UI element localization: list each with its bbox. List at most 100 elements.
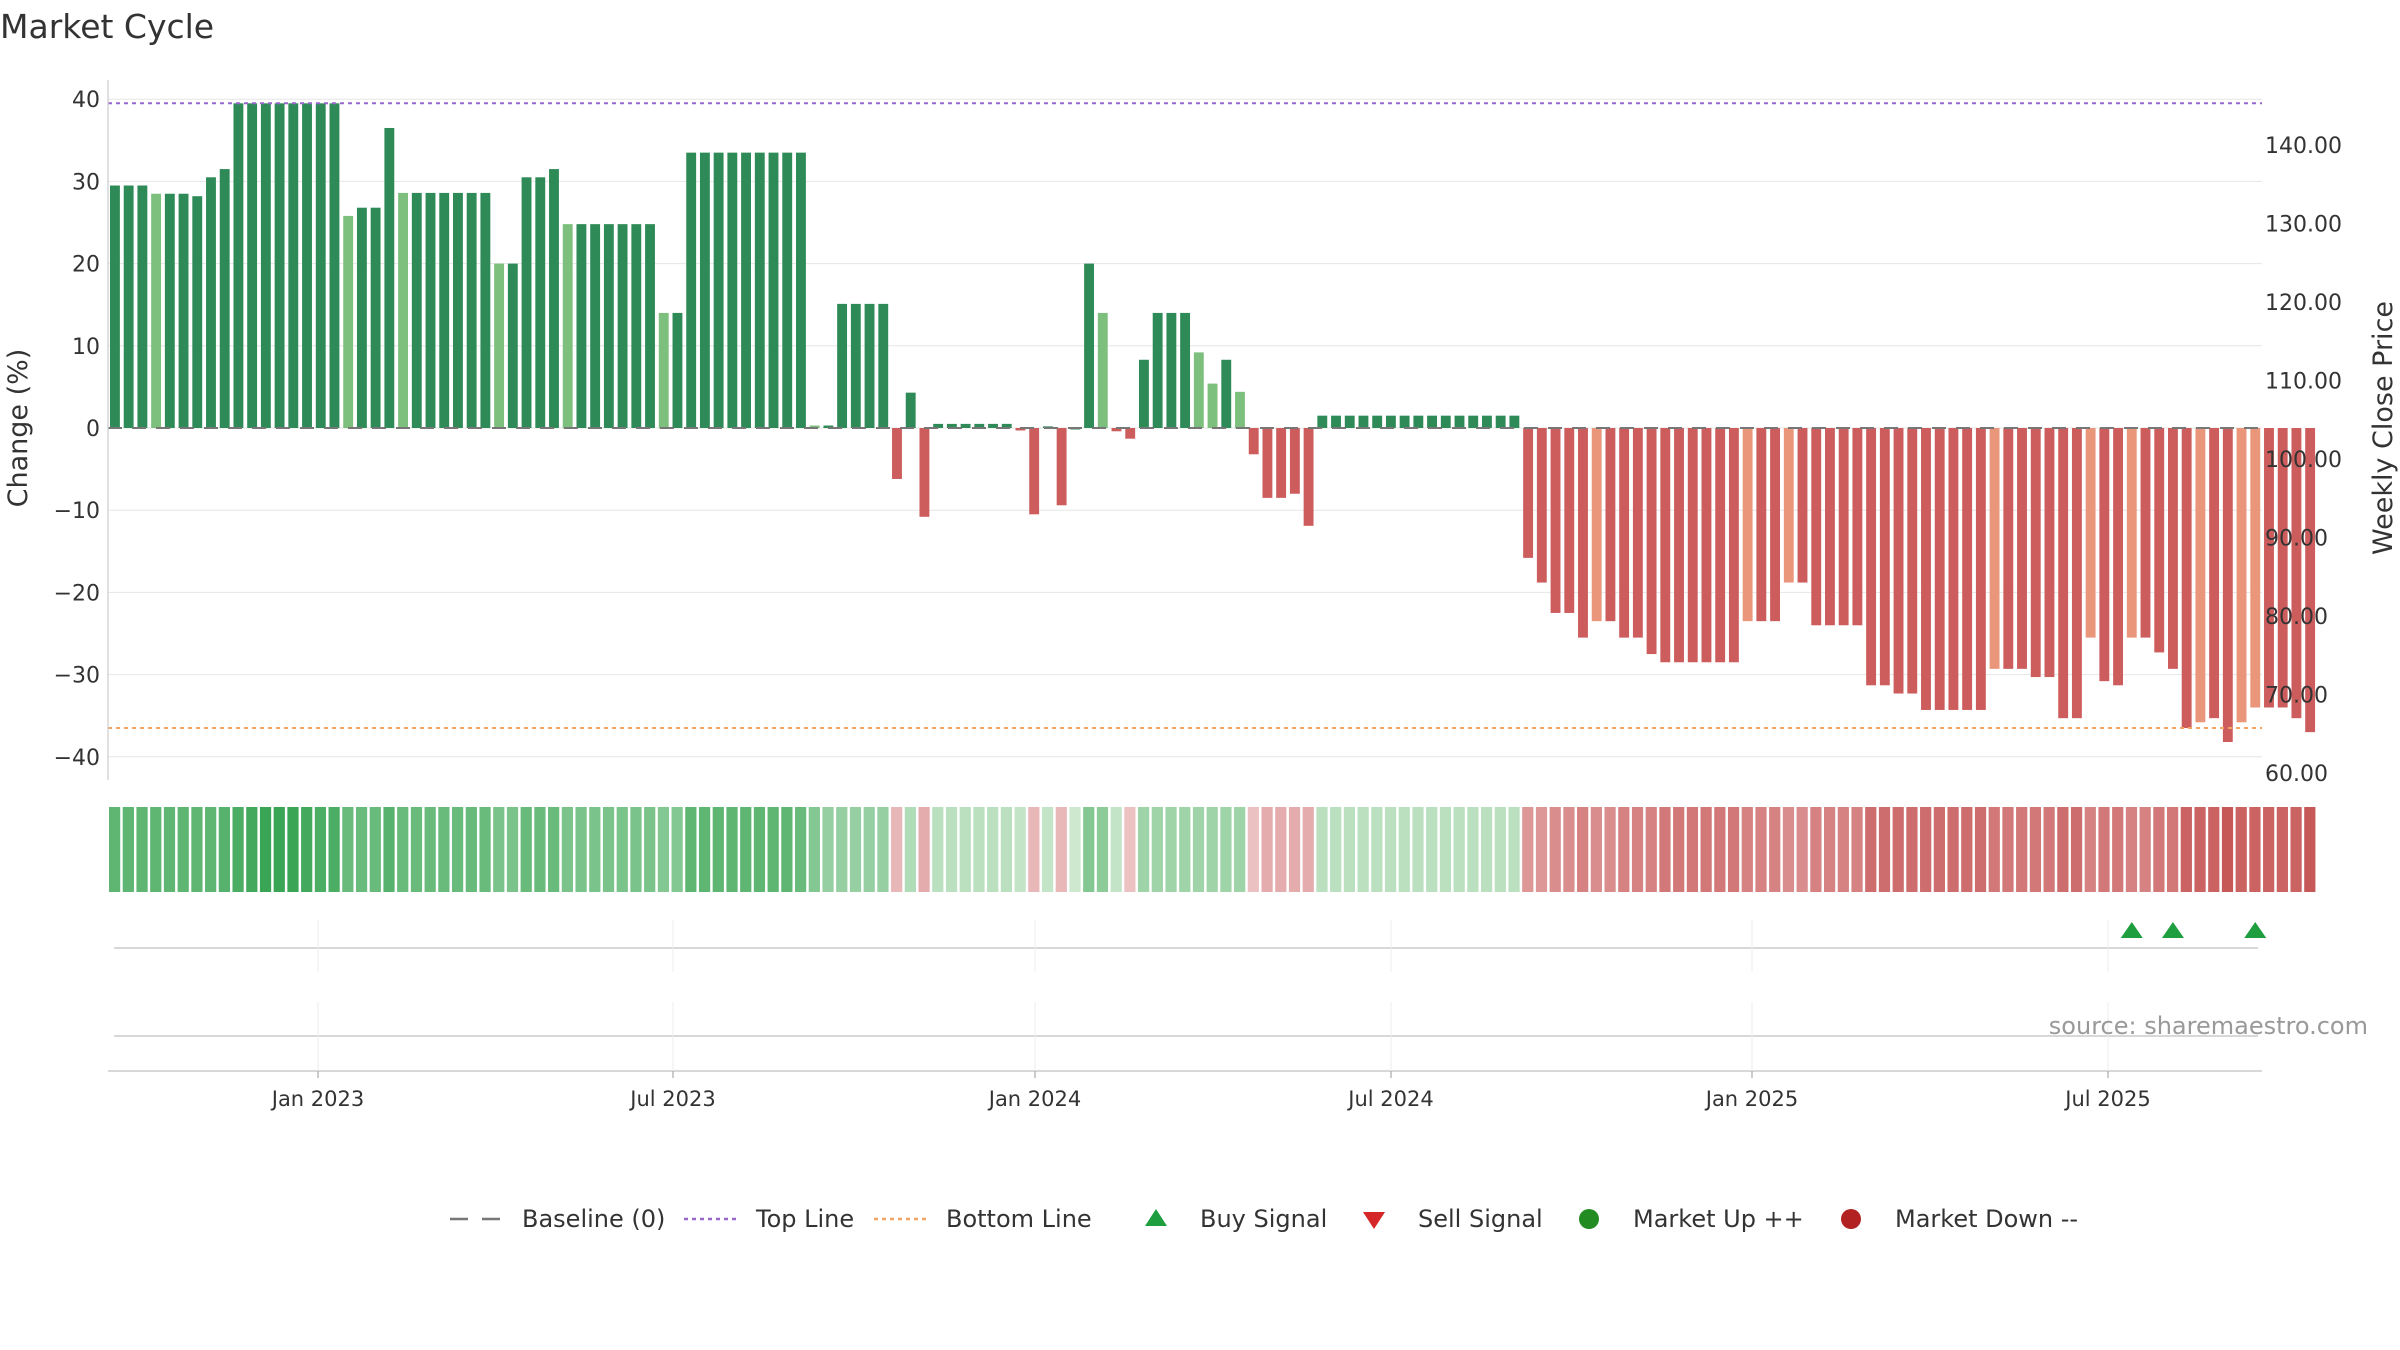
bar [535,177,546,428]
heat-cell [685,807,697,892]
bar [274,103,285,428]
heat-cell [1906,807,1918,892]
heat-cell [1494,807,1506,892]
y2-tick-label: 110.00 [2265,370,2342,395]
bar [960,423,971,428]
heat-cell [534,807,546,892]
heat-cell [973,807,985,892]
date-tick-label: Jul 2025 [2063,1087,2150,1111]
heat-cell [506,807,519,892]
bar [768,152,779,428]
heat-cell [520,807,532,892]
bar [933,423,944,428]
heat-cell [1041,807,1054,892]
bar [837,303,848,428]
bar [1399,415,1410,428]
bar [699,152,710,428]
heat-cell [1933,807,1945,892]
heat-cell [863,807,875,892]
bar [2209,428,2220,719]
bar [411,192,422,428]
bar [1564,428,1575,613]
bar [1687,428,1698,663]
heat-cell [493,807,505,892]
bar [1111,428,1122,432]
heat-cell [602,807,615,892]
heat-cell [1453,807,1465,892]
bar [1728,428,1739,663]
heat-cell [1796,807,1808,892]
bar [892,428,902,479]
heat-cell [1535,807,1548,892]
heat-cell [2029,807,2042,892]
bar [713,152,724,428]
bar [1701,428,1712,663]
bar [425,192,436,428]
bar [192,196,203,428]
y2-tick-label: 90.00 [2265,527,2328,552]
heat-cell [122,807,134,892]
bar [946,423,957,428]
bar [1139,359,1149,428]
heat-cell [1384,807,1397,892]
bar [974,423,985,428]
bar [2099,428,2110,682]
bar [782,152,793,428]
heat-cell [712,807,724,892]
bar [1372,415,1383,428]
heat-cell [1096,807,1109,892]
heat-cell [2221,807,2234,892]
bar [2085,428,2096,638]
heat-cell [1878,807,1891,892]
heat-cell [1179,807,1191,892]
heat-cell [822,807,834,892]
heat-cell [1508,807,1520,892]
heat-cell [1961,807,1973,892]
bar [631,224,642,428]
bar [2071,428,2082,719]
heat-cell [2235,807,2247,892]
heat-cell [1892,807,1904,892]
bar [2222,428,2233,742]
chart-title: Market Cycle [0,7,214,46]
bar [590,224,601,428]
heat-cell [2002,807,2014,892]
bar [2168,428,2178,669]
bar [1523,428,1534,558]
bar [1495,415,1506,428]
heat-cell [1165,807,1177,892]
bar [645,224,655,428]
bar [2044,428,2055,678]
heat-cell [1700,807,1712,892]
legend-label: Bottom Line [946,1205,1092,1233]
heat-cell [218,807,230,892]
bar [1152,312,1163,428]
heat-cell [2125,807,2138,892]
heat-cell [1810,807,1822,892]
bar [1921,428,1931,710]
heat-cell [1673,807,1685,892]
heat-cell [630,807,642,892]
bar [206,177,216,428]
heat-cell [232,807,244,892]
legend-item: Top Line [684,1205,854,1233]
heat-cell [1837,807,1849,892]
bar [1413,415,1424,428]
bar [247,103,258,428]
bar [494,263,505,428]
bar [453,192,463,428]
heat-cell [1014,807,1026,892]
legend-item: Market Down -- [1841,1205,2078,1233]
heat-cell [355,807,368,892]
bar [576,224,587,428]
buy-signal-marker [2161,922,2184,938]
legend-label: Sell Signal [1418,1205,1543,1233]
heat-cell [465,807,477,892]
heat-cell [918,807,930,892]
legend-item: Market Up ++ [1579,1205,1804,1233]
signal-panel [114,920,2267,972]
legend-circle-icon [1841,1209,1861,1229]
bar [1084,263,1094,428]
heat-cell [1151,807,1163,892]
heat-cell [1330,807,1342,892]
